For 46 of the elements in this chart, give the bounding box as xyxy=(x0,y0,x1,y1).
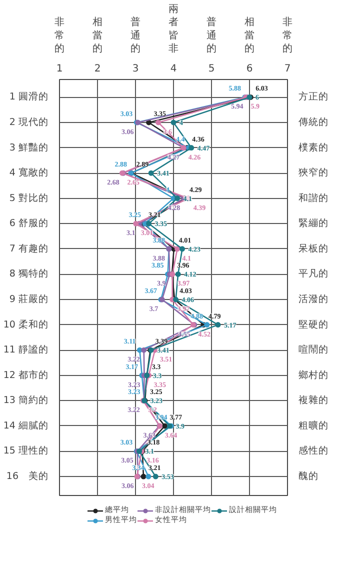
text: 相當的 xyxy=(92,16,102,54)
x-tick-label: 1 xyxy=(56,64,63,74)
y2-tick-label: 粗曠的 xyxy=(298,419,328,432)
y2-tick-label: 平凡的 xyxy=(298,268,328,280)
y-tick-label: 13 簡約的 xyxy=(3,394,48,406)
y-tick-label: 6 舒服的 xyxy=(9,217,49,230)
x-tick-label: 4 xyxy=(170,64,177,74)
y2-tick-label: 鄉村的 xyxy=(298,368,328,381)
y-tick-label: 8 獨特的 xyxy=(9,268,49,280)
y2-tick-label: 複雜的 xyxy=(298,394,328,406)
text: 非常的 xyxy=(54,16,64,54)
y2-tick-label: 感性的 xyxy=(298,444,328,457)
y-tick-label: 3 鮮豔的 xyxy=(9,141,49,154)
y2-tick-label: 呆板的 xyxy=(298,242,328,254)
y-tick-label: 5 對比的 xyxy=(9,192,49,204)
y-tick-label: 14 細膩的 xyxy=(3,419,48,432)
y-tick-label: 4 寬敞的 xyxy=(9,166,49,179)
y-tick-label: 10 柔和的 xyxy=(3,318,48,330)
x-tick-label: 6 xyxy=(246,64,253,74)
y-tick-label: 7 有趣的 xyxy=(9,242,49,254)
y-tick-label: 9 莊嚴的 xyxy=(9,293,49,306)
y2-tick-label: 堅硬的 xyxy=(298,319,328,330)
x-tick-label: 2 xyxy=(94,64,101,74)
x-tick-label: 3 xyxy=(132,64,139,74)
y2-tick-label: 緊繃的 xyxy=(298,217,328,230)
y-tick-label: 12 都市的 xyxy=(3,368,48,381)
y-tick-label: 1 圓滑的 xyxy=(9,90,49,103)
y2-tick-label: 方正的 xyxy=(298,90,328,103)
y2-tick-label: 狹窄的 xyxy=(298,166,328,179)
y2-tick-label: 傳統的 xyxy=(298,116,328,128)
y2-tick-label: 醜的 xyxy=(298,471,318,482)
y2-tick-label: 活潑的 xyxy=(298,293,328,306)
y-tick-label: 11 靜謐的 xyxy=(3,344,48,356)
text: 普通的 xyxy=(206,16,216,54)
y2-tick-label: 樸素的 xyxy=(298,141,328,154)
x-tick-label: 7 xyxy=(284,64,291,74)
text: 普通的 xyxy=(130,16,140,54)
y-tick-label: 16 美的 xyxy=(6,470,49,482)
x-tick-label: 5 xyxy=(208,64,215,74)
text: 兩者皆非 xyxy=(168,4,178,54)
y2-tick-label: 喧鬧的 xyxy=(298,344,328,356)
text: 相當的 xyxy=(244,16,254,54)
y-tick-label: 15 理性的 xyxy=(3,444,48,457)
y-tick-label: 2 現代的 xyxy=(9,116,49,128)
text: 非常的 xyxy=(282,16,292,54)
y2-tick-label: 和諧的 xyxy=(298,192,328,204)
